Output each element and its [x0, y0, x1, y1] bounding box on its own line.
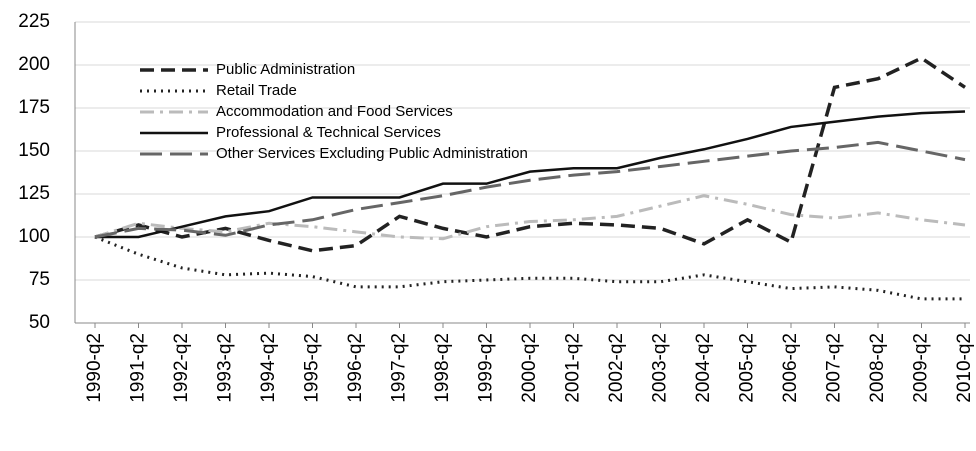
- y-tick-label: 75: [29, 269, 50, 290]
- x-tick-label: 2009-q2: [911, 333, 932, 403]
- x-tick-label: 2008-q2: [867, 333, 888, 403]
- line-series: [94, 194, 966, 241]
- y-tick-label: 100: [18, 226, 50, 247]
- x-tick-label: 2007-q2: [824, 333, 845, 403]
- y-tick-label: 200: [18, 54, 50, 75]
- legend-label: Public Administration: [216, 61, 355, 78]
- line-series: [95, 110, 966, 239]
- x-tick-label: 2000-q2: [519, 333, 540, 403]
- y-tick-label: 125: [18, 183, 50, 204]
- x-tick-label: 1998-q2: [432, 333, 453, 403]
- y-tick-label: 50: [29, 312, 50, 333]
- x-tick-label: 1991-q2: [128, 333, 149, 403]
- x-tick-label: 2005-q2: [737, 333, 758, 403]
- x-tick-label: 1992-q2: [171, 333, 192, 403]
- x-tick-label: 2010-q2: [954, 333, 975, 403]
- x-tick-label: 1995-q2: [302, 333, 323, 403]
- legend-label: Other Services Excluding Public Administ…: [216, 145, 528, 162]
- y-tick-label: 175: [18, 97, 50, 118]
- x-tick-label: 2004-q2: [693, 333, 714, 403]
- x-tick-label: 1997-q2: [389, 333, 410, 403]
- x-tick-label: 1999-q2: [476, 333, 497, 403]
- legend-label: Retail Trade: [216, 82, 297, 99]
- x-tick-label: 1994-q2: [258, 333, 279, 403]
- x-tick-label: 2001-q2: [563, 333, 584, 403]
- legend-label: Professional & Technical Services: [216, 124, 441, 141]
- line-series: [94, 235, 965, 301]
- y-tick-label: 150: [18, 140, 50, 161]
- x-tick-label: 2003-q2: [650, 333, 671, 403]
- legend-label: Accommodation and Food Services: [216, 103, 453, 120]
- y-tick-label: 225: [18, 11, 50, 32]
- x-tick-label: 1996-q2: [345, 333, 366, 403]
- x-tick-label: 1990-q2: [84, 333, 105, 403]
- x-tick-label: 2002-q2: [606, 333, 627, 403]
- line-series: [94, 56, 966, 253]
- line-series: [94, 140, 966, 239]
- x-tick-label: 2006-q2: [780, 333, 801, 403]
- x-tick-label: 1993-q2: [215, 333, 236, 403]
